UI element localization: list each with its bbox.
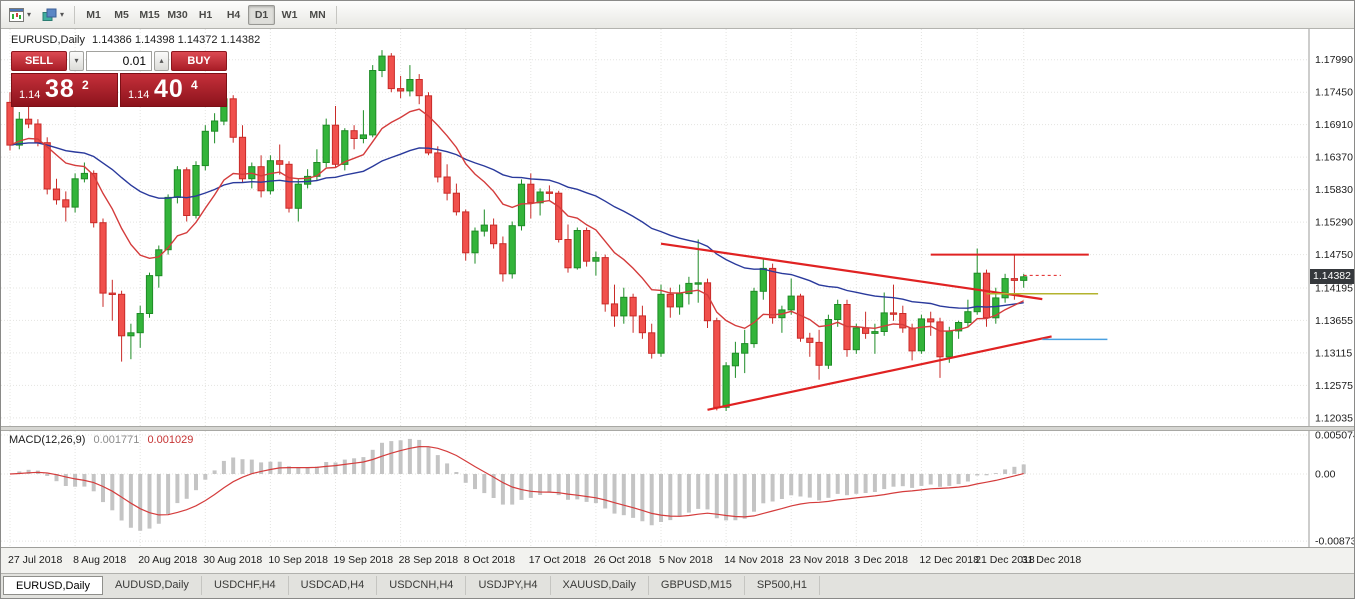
date-label: 31 Dec 2018 [1021, 554, 1082, 566]
date-label: 19 Sep 2018 [333, 554, 394, 566]
svg-text:-0.00873: -0.00873 [1315, 536, 1355, 547]
layers-icon [42, 8, 57, 21]
timeframe-button-h4[interactable]: H4 [220, 5, 247, 25]
chart-tab-eurusd-daily[interactable]: EURUSD,Daily [3, 576, 103, 595]
chart-window-button[interactable]: ▾ [4, 4, 36, 26]
toolbar: ▾ ▾ M1 M5 M15 M30 H1 H4 D1 W1 MN [1, 1, 1354, 29]
svg-text:0.005074: 0.005074 [1315, 431, 1355, 442]
date-label: 8 Aug 2018 [73, 554, 127, 566]
chart-tabbar: EURUSD,Daily AUDUSD,Daily USDCHF,H4 USDCAD,… [1, 573, 1354, 598]
chart-tab-sp500-h1[interactable]: SP500,H1 [745, 576, 820, 595]
chart-tab-audusd-daily[interactable]: AUDUSD,Daily [103, 576, 202, 595]
sell-button[interactable]: SELL [11, 51, 67, 71]
buy-button[interactable]: BUY [171, 51, 227, 71]
date-label: 20 Aug 2018 [138, 554, 198, 566]
svg-text:1.12035: 1.12035 [1315, 412, 1353, 424]
date-label: 10 Sep 2018 [268, 554, 328, 566]
date-label: 5 Nov 2018 [659, 554, 713, 566]
chart-window-icon [9, 7, 24, 22]
dropdown-arrow-icon: ▾ [27, 9, 32, 19]
timeframe-button-m30[interactable]: M30 [164, 5, 191, 25]
buy-price-base: 1.14 [128, 89, 150, 101]
macd-label: MACD(12,26,9) 0.001771 0.001029 [9, 434, 193, 446]
chart-symbol-label: EURUSD,Daily [11, 34, 85, 46]
date-label: 17 Oct 2018 [528, 554, 587, 566]
lot-size-input[interactable] [86, 51, 152, 71]
chart-tab-usdchf-h4[interactable]: USDCHF,H4 [202, 576, 289, 595]
date-label: 27 Jul 2018 [8, 554, 63, 566]
date-label: 3 Dec 2018 [854, 554, 909, 566]
date-label: 21 Dec 2018 [975, 554, 1035, 566]
dropdown-arrow-icon: ▾ [74, 56, 79, 65]
timeframe-button-m5[interactable]: M5 [108, 5, 135, 25]
one-click-trading-panel: SELL ▾ ▴ BUY 1.14 38 2 1.14 40 4 [11, 51, 227, 107]
chart-tab-usdcad-h4[interactable]: USDCAD,H4 [289, 576, 378, 595]
sell-price-pips: 38 [45, 75, 75, 103]
timeframe-button-h1[interactable]: H1 [192, 5, 219, 25]
buy-price-pips: 40 [154, 75, 184, 103]
macd-name: MACD(12,26,9) [9, 434, 86, 446]
sell-price-display[interactable]: 1.14 38 2 [11, 73, 118, 107]
buy-price-display[interactable]: 1.14 40 4 [120, 73, 227, 107]
chart-title: EURUSD,Daily 1.14386 1.14398 1.14372 1.1… [11, 34, 264, 46]
date-axis[interactable]: 27 Jul 2018 8 Aug 2018 20 Aug 2018 30 Aug 2… [1, 547, 1354, 573]
timeframe-button-w1[interactable]: W1 [276, 5, 303, 25]
svg-text:1.17990: 1.17990 [1315, 54, 1353, 66]
svg-text:1.16370: 1.16370 [1315, 152, 1353, 164]
timeframe-button-mn[interactable]: MN [304, 5, 331, 25]
lot-dropdown-button[interactable]: ▾ [69, 51, 84, 71]
current-price-badge: 1.14382 [1310, 268, 1354, 284]
chart-tab-usdcnh-h4[interactable]: USDCNH,H4 [377, 576, 467, 595]
date-label: 23 Nov 2018 [789, 554, 849, 566]
macd-value-signal: 0.001029 [147, 434, 194, 446]
chart-ohlc-values: 1.14386 1.14398 1.14372 1.14382 [92, 34, 261, 46]
macd-value-main: 0.001771 [93, 434, 140, 446]
chart-tab-xauusd-daily[interactable]: XAUUSD,Daily [551, 576, 649, 595]
svg-text:1.12575: 1.12575 [1315, 380, 1353, 392]
main-chart-canvas[interactable]: 1.17990 1.17450 1.16910 1.16370 1.15830 1.152… [1, 29, 1355, 426]
timeframe-button-m1[interactable]: M1 [80, 5, 107, 25]
panel-splitter[interactable] [1, 426, 1354, 431]
timeframe-button-d1[interactable]: D1 [248, 4, 276, 25]
buy-price-pipette: 4 [191, 78, 198, 92]
svg-text:1.15830: 1.15830 [1315, 184, 1353, 196]
date-label: 8 Oct 2018 [463, 554, 516, 566]
date-label: 12 Dec 2018 [919, 554, 979, 566]
date-label: 30 Aug 2018 [203, 554, 263, 566]
date-label: 14 Nov 2018 [724, 554, 784, 566]
svg-text:1.14750: 1.14750 [1315, 249, 1353, 261]
profiles-button[interactable]: ▾ [37, 4, 69, 26]
svg-text:1.14195: 1.14195 [1315, 283, 1353, 295]
sell-price-pipette: 2 [82, 78, 89, 92]
timeframe-button-m15[interactable]: M15 [136, 5, 163, 25]
svg-text:1.15290: 1.15290 [1315, 217, 1353, 229]
svg-text:1.17450: 1.17450 [1315, 87, 1353, 99]
chart-tab-gbpusd-m15[interactable]: GBPUSD,M15 [649, 576, 745, 595]
toolbar-separator [336, 5, 338, 24]
svg-text:1.13115: 1.13115 [1315, 347, 1352, 359]
up-arrow-icon: ▴ [159, 56, 164, 65]
svg-text:0.00: 0.00 [1315, 469, 1336, 481]
sell-price-base: 1.14 [19, 89, 41, 101]
svg-text:1.13655: 1.13655 [1315, 315, 1353, 327]
dropdown-arrow-icon: ▾ [60, 9, 65, 19]
macd-canvas[interactable]: 0.005074 0.00 -0.00873 [1, 431, 1355, 547]
timeframe-group: M1 M5 M15 M30 H1 H4 D1 W1 MN [80, 4, 331, 25]
svg-text:1.16910: 1.16910 [1315, 119, 1353, 131]
date-label: 28 Sep 2018 [398, 554, 459, 566]
toolbar-separator [74, 5, 76, 24]
date-label: 26 Oct 2018 [593, 554, 652, 566]
lot-increase-button[interactable]: ▴ [154, 51, 169, 71]
chart-tab-usdjpy-h4[interactable]: USDJPY,H4 [466, 576, 551, 595]
